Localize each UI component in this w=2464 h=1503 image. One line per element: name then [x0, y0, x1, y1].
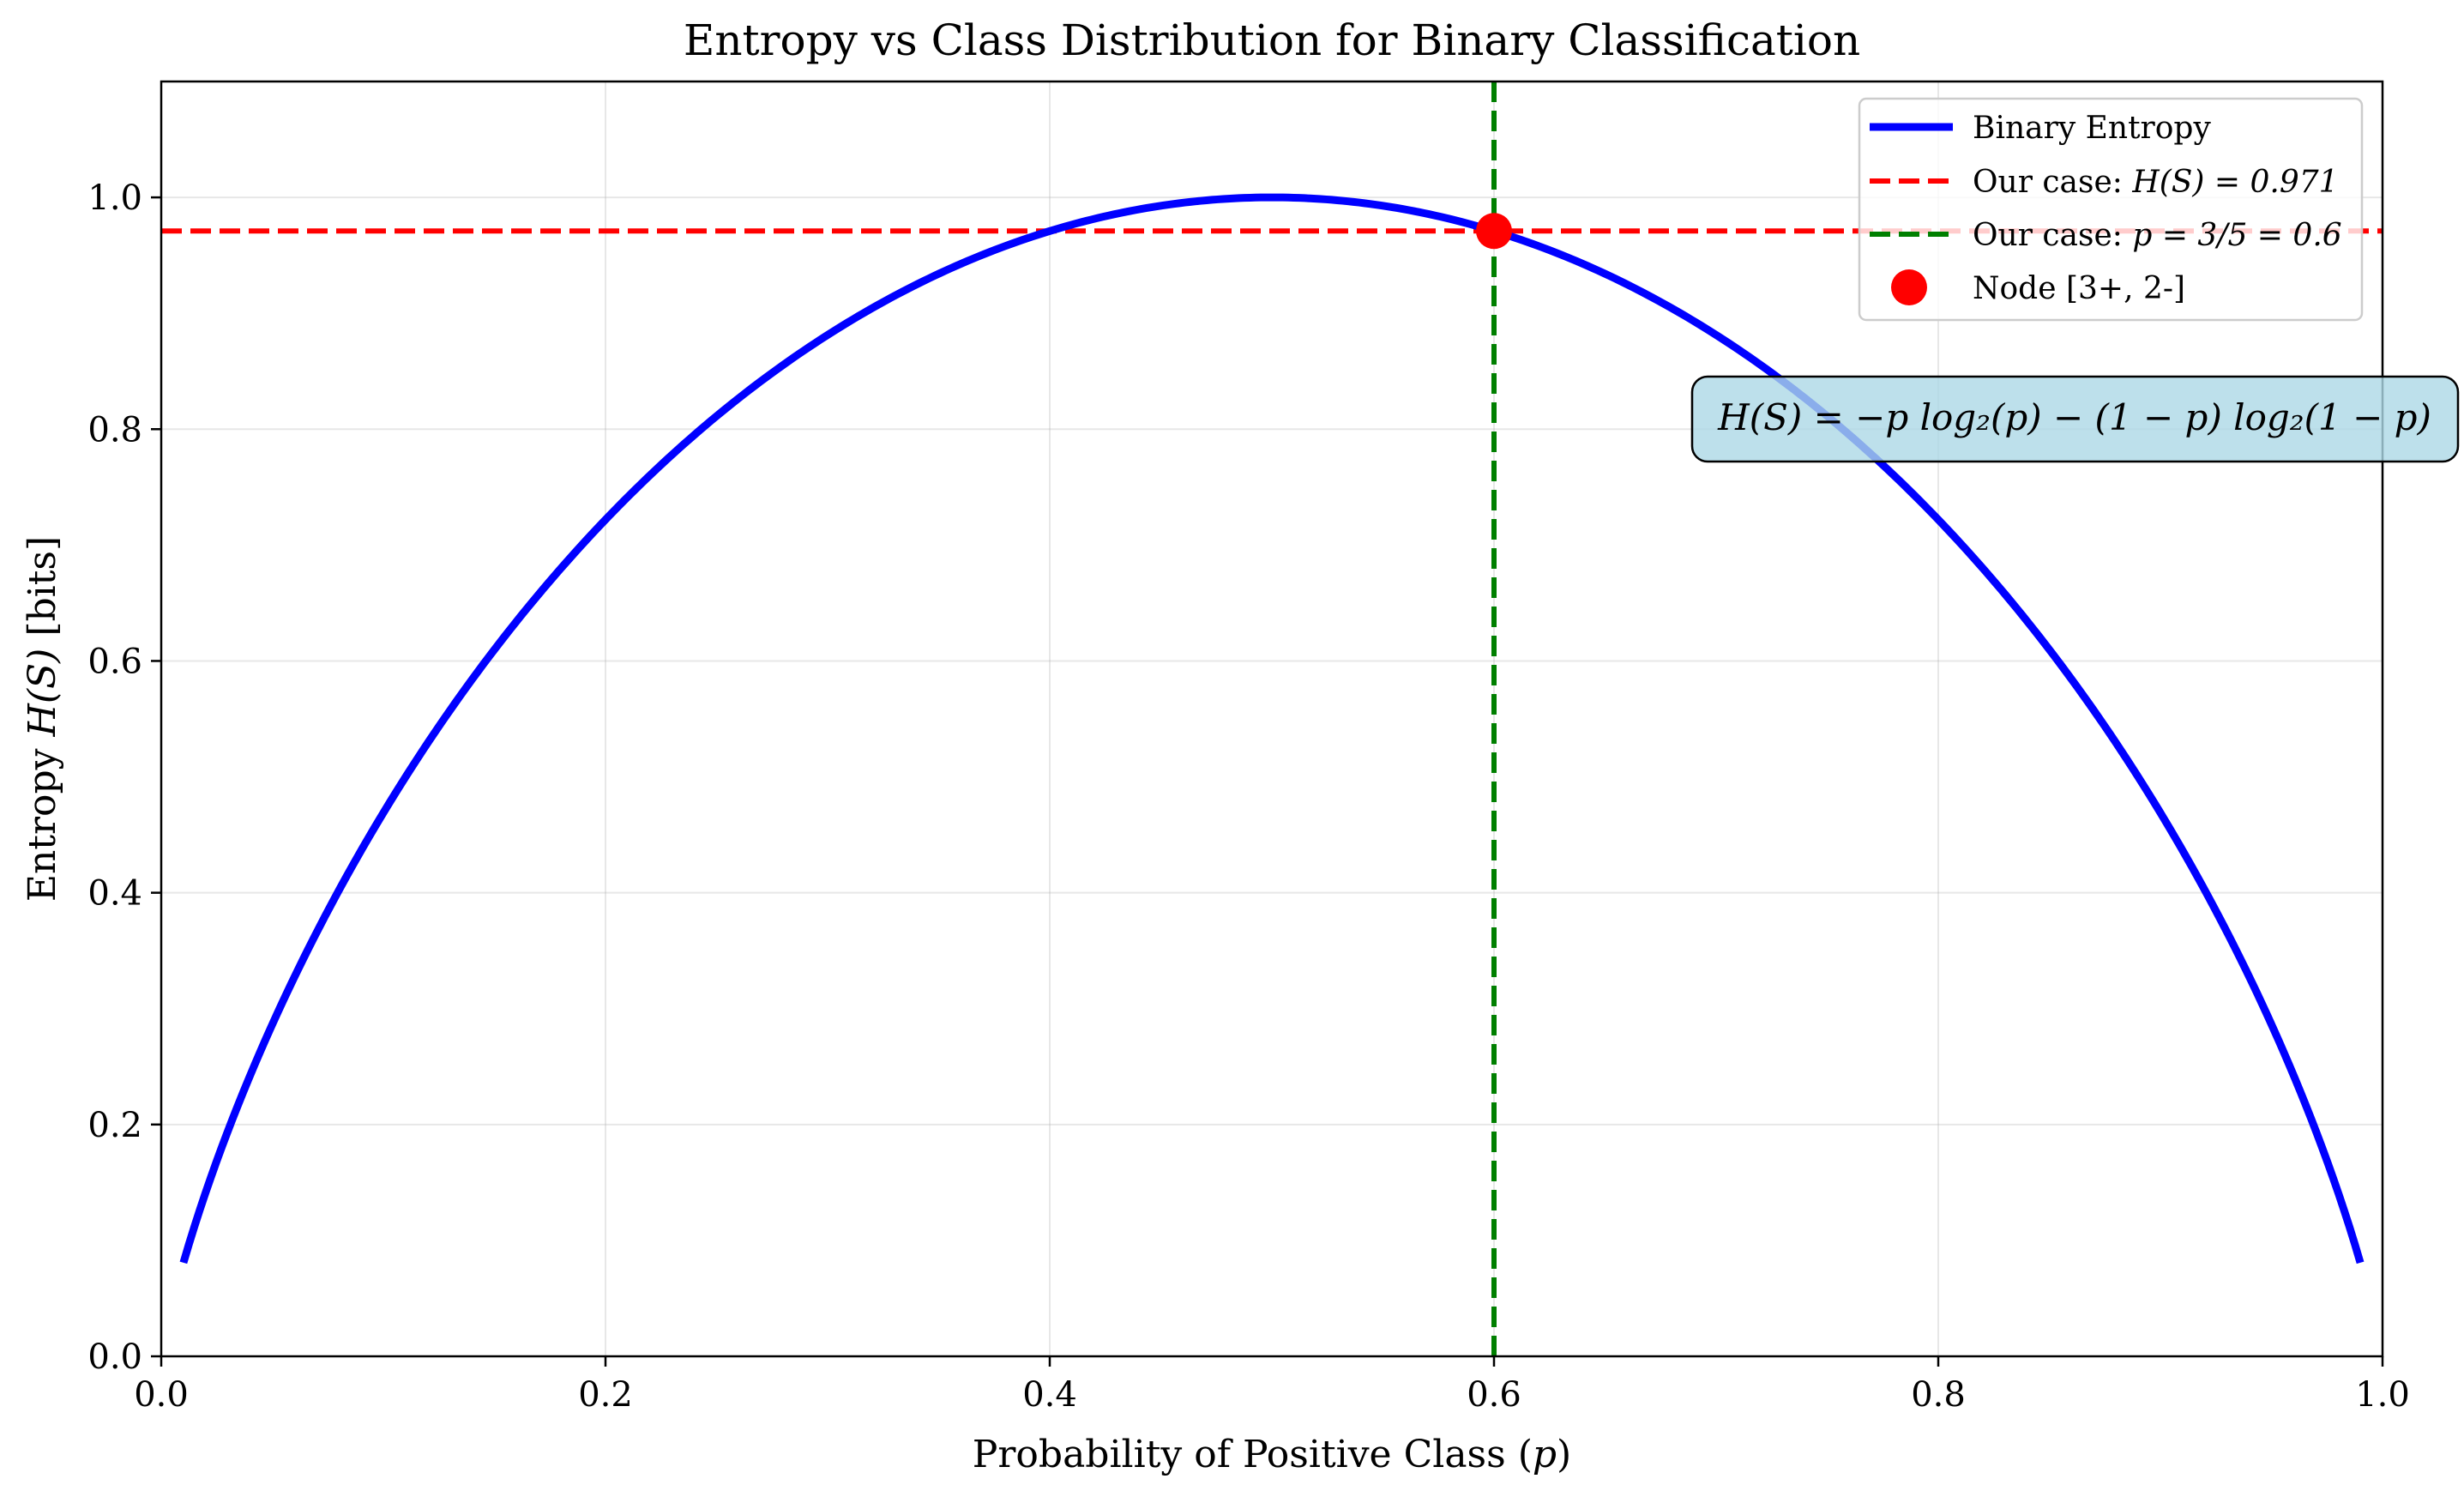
binary-entropy-curve [179, 193, 2365, 1265]
legend-label-node-point: Node [3+, 2-] [1973, 271, 2185, 306]
x-axis-label: Probability of Positive Class (p) [973, 1433, 1571, 1476]
legend-label-p-prefix: Our case: [1973, 218, 2132, 253]
x-axis-label-prefix: Probability of Positive Class ( [973, 1433, 1533, 1476]
y-tick-label-5: 1.0 [87, 178, 142, 218]
legend-label-p-math: p = 3/5 = 0.6 [2132, 218, 2341, 253]
node-point-0 [1476, 213, 1512, 250]
legend-box [1858, 97, 2364, 322]
axis-ticks: 0.0 0.2 0.4 0.6 0.8 1.0 0.0 0.2 0.4 0.6 0.8 1.0 [87, 178, 2409, 1415]
formula-text: H(S) = −p log₂(p) − (1 − p) log₂(1 − p) [1717, 396, 2431, 438]
x-tick-label-3: 0.6 [1467, 1375, 1521, 1415]
y-axis-label: Entropy H(S) [bits] [21, 536, 64, 902]
legend-swatch-node-point [1891, 269, 1927, 305]
x-tick-label-4: 0.8 [1911, 1375, 1966, 1415]
x-axis-label-suffix: ) [1557, 1433, 1571, 1476]
legend-label-p-line: Our case: p = 3/5 = 0.6 [1973, 218, 2342, 253]
y-axis-label-prefix: Entropy [21, 737, 64, 902]
y-tick-label-1: 0.2 [87, 1106, 142, 1145]
y-tick-label-0: 0.0 [87, 1337, 142, 1377]
legend: Binary Entropy Our case: H(S) = 0.971 Ou… [1858, 97, 2364, 322]
plot-frame [160, 80, 2384, 1358]
y-axis-label-var: H(S) [21, 649, 64, 738]
formula-box [1690, 375, 2460, 463]
legend-label-entropy-line: Our case: H(S) = 0.971 [1973, 165, 2339, 200]
y-tick-label-4: 0.8 [87, 410, 142, 450]
y-tick-label-3: 0.6 [87, 642, 142, 681]
x-tick-label-1: 0.2 [578, 1375, 633, 1415]
x-tick-label-0: 0.0 [134, 1375, 189, 1415]
entropy-formula-annotation: H(S) = −p log₂(p) − (1 − p) log₂(1 − p) [1690, 375, 2460, 463]
x-tick-label-5: 1.0 [2355, 1375, 2410, 1415]
legend-label-entropy-prefix: Our case: [1973, 165, 2132, 200]
x-tick-label-2: 0.4 [1022, 1375, 1077, 1415]
legend-label-entropy-math: H(S) = 0.971 [2131, 165, 2338, 200]
y-axis-label-suffix: [bits] [21, 536, 64, 649]
legend-label-binary-entropy: Binary Entropy [1973, 111, 2211, 146]
chart-title: Entropy vs Class Distribution for Binary… [684, 15, 1860, 65]
y-tick-label-2: 0.4 [87, 874, 142, 914]
x-axis-label-var: p [1533, 1433, 1557, 1476]
